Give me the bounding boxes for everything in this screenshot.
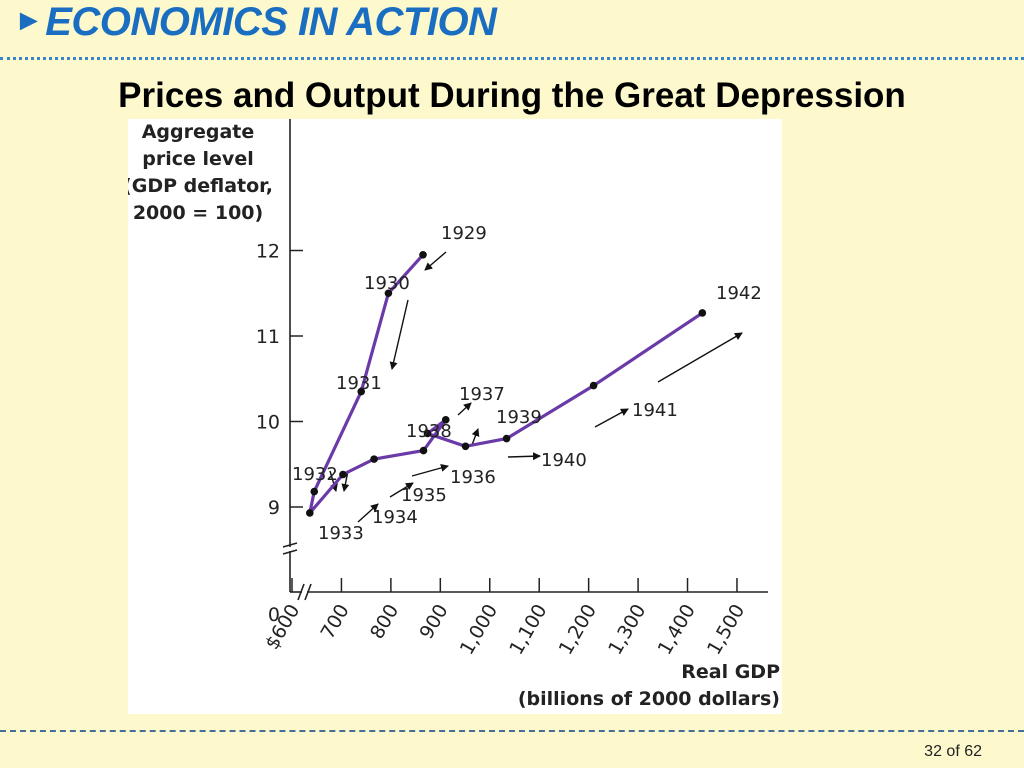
direction-arrow (507, 452, 541, 461)
x-tick-label: 1,400 (654, 601, 700, 659)
x-tick-label: 1,000 (456, 601, 502, 659)
y-axis-title-line: 2000 = 100) (133, 202, 263, 224)
year-label-1929: 1929 (441, 223, 487, 244)
year-label-1941: 1941 (632, 400, 678, 421)
y-tick-label: 10 (256, 412, 280, 434)
y-axis-break-mark (282, 542, 298, 548)
direction-arrow (329, 470, 338, 492)
y-axis-title-line: (GDP deflator, (128, 175, 273, 197)
direction-arrow (594, 408, 629, 428)
chart-panel: 9 10 11 12 0 $600 700 800 900 1,000 1,100 1,200 1,30… (128, 119, 782, 714)
y-axis-title-line: Aggregate (142, 121, 255, 143)
direction-arrow (389, 482, 414, 498)
year-label-1939: 1939 (496, 407, 542, 428)
data-point-1931 (357, 387, 366, 396)
year-label-1942: 1942 (716, 283, 762, 304)
year-label-1934: 1934 (372, 507, 418, 528)
year-label-1936: 1936 (450, 467, 496, 488)
direction-arrow (424, 251, 447, 271)
section-header: ►ECONOMICS IN ACTION (14, 0, 497, 45)
data-point-1941 (589, 381, 598, 390)
direction-arrow (341, 470, 350, 492)
data-point-1933 (305, 509, 314, 517)
direction-arrow (657, 332, 743, 383)
year-label-1935: 1935 (401, 485, 447, 506)
x-axis-title-line: (billions of 2000 dollars) (518, 688, 780, 710)
y-origin-label: 0 (268, 604, 280, 626)
x-tick-label: 1,100 (505, 601, 551, 659)
data-point-1929 (419, 250, 427, 259)
play-arrow-icon: ► (14, 4, 44, 37)
y-axis-title-line: price level (142, 148, 253, 170)
data-point-1940 (502, 434, 511, 443)
data-point-1936 (419, 446, 428, 455)
section-title: ECONOMICS IN ACTION (45, 0, 497, 44)
data-point-1934 (339, 470, 347, 479)
x-tick-label: 1,500 (703, 601, 749, 659)
direction-arrow (471, 428, 480, 446)
year-label-1933: 1933 (318, 523, 364, 544)
y-tick-label: 12 (256, 241, 280, 263)
data-point-1938 (423, 429, 432, 438)
data-point-1942 (698, 309, 707, 317)
footer-divider (0, 730, 1024, 732)
x-tick-label: 900 (415, 601, 452, 643)
year-label-1930: 1930 (364, 273, 410, 294)
year-label-1938: 1938 (406, 421, 452, 442)
direction-arrow (457, 402, 472, 416)
x-tick-label: 800 (366, 601, 403, 643)
direction-arrow (411, 464, 449, 477)
x-tick-label: 1,300 (604, 601, 650, 659)
year-label-1937: 1937 (459, 384, 505, 405)
data-point-1935 (370, 455, 378, 463)
page-number: 32 of 62 (924, 743, 982, 760)
direction-arrow (357, 503, 379, 523)
data-point-1932 (310, 487, 319, 496)
x-tick-label: 700 (317, 601, 354, 643)
x-axis-break-mark (297, 583, 305, 601)
series-line (308, 253, 704, 515)
x-tick-label: 1,200 (555, 601, 601, 659)
year-label-1940: 1940 (541, 450, 587, 471)
x-axis-title-line: Real GDP (681, 661, 780, 683)
dotted-divider (0, 57, 1024, 60)
year-label-1932: 1932 (292, 464, 338, 485)
direction-arrow (389, 299, 409, 370)
data-point-1939 (461, 442, 470, 451)
data-point-1930 (384, 289, 393, 298)
slide-title: Prices and Output During the Great Depre… (118, 76, 906, 115)
data-point-1937 (441, 415, 450, 424)
y-tick-label: 9 (268, 497, 280, 519)
year-label-1931: 1931 (336, 373, 382, 394)
y-tick-label: 11 (256, 326, 280, 348)
